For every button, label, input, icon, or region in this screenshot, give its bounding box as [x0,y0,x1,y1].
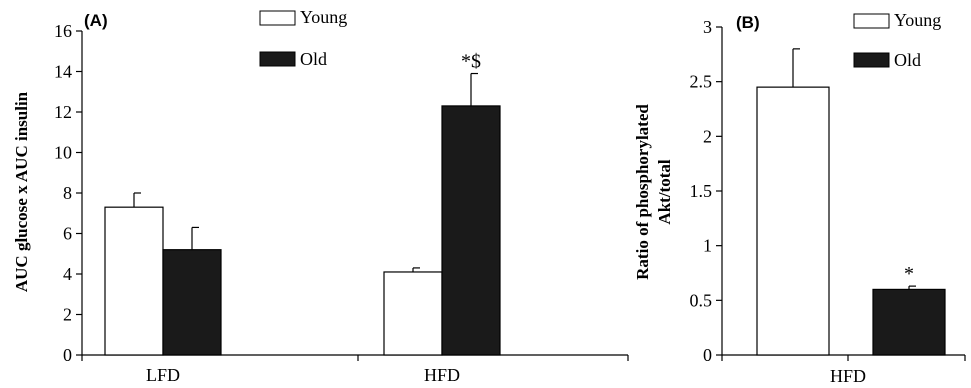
legend-old-swatch [853,52,890,68]
panel-a-bars: *$ [104,51,501,356]
panel-a-chart: (A) AUC glucose x AUC insulin 0 2 4 6 8 10 12 1… [12,7,629,385]
panel-b-y-tick-label: 2 [703,126,712,146]
panel-b-y-tick-label: 2.5 [690,72,713,92]
panel-b-significance-annotation: * [904,263,914,285]
panel-a-y-tick-label: 6 [63,224,72,244]
panel-b-legend: Young Old [853,10,941,70]
panel-b-axes: 0 0.5 1 1.5 2 2.5 3 HFD [690,17,966,386]
panel-b-y-tick-label: 1 [703,236,712,256]
panel-b-y-axis-title-line1: Ratio of phosphorylated [633,104,652,280]
panel-b-y-tick-label: 3 [703,17,712,37]
panel-a-bar-old-hfd [441,105,501,356]
panel-b-x-tick-label: HFD [830,366,866,386]
panel-a-y-tick-label: 16 [54,21,72,41]
panel-b-y-tick-label: 1.5 [690,181,713,201]
panel-a-bar-young-lfd [104,206,164,356]
panel-a-legend: Young Old [259,7,347,69]
legend-young-label: Young [300,7,347,27]
legend-old-label: Old [300,49,327,69]
legend-old-label: Old [894,50,921,70]
panel-b-y-tick-label: 0 [703,345,712,365]
panel-a-y-tick-label: 10 [54,143,72,163]
panel-a-y-tick-label: 14 [54,62,72,82]
panel-a-y-tick-label: 2 [63,305,72,325]
panel-a-bar-young-hfd [383,271,443,356]
legend-young-swatch [853,13,890,29]
panel-a-label: (A) [84,11,108,30]
panel-a-x-tick-label: LFD [146,365,180,385]
panel-a-significance-annotation: *$ [461,51,481,73]
panel-a-x-tick-label: HFD [424,365,460,385]
legend-young-swatch [259,10,296,26]
panel-a-y-tick-label: 8 [63,183,72,203]
panel-b-bars: * [756,48,946,356]
panel-b-bar-old-hfd [872,288,946,356]
panel-b-chart: (B) Ratio of phosphorylated Akt/total 00… [633,10,966,386]
panel-a-y-axis-title: AUC glucose x AUC insulin [12,91,31,292]
panel-a-y-tick-label: 12 [54,102,72,122]
panel-b-y-axis-title-line2: Akt/total [655,159,674,224]
panel-a-bar-old-lfd [162,249,222,356]
panel-b-bar-young-hfd [756,86,830,356]
legend-old-swatch [259,51,296,67]
panel-a-y-tick-label: 0 [63,345,72,365]
panel-b-label: (B) [736,13,760,32]
panel-b-y-tick-label: 0.5 [690,290,713,310]
panel-a-y-tick-label: 4 [63,264,72,284]
legend-young-label: Young [894,10,941,30]
